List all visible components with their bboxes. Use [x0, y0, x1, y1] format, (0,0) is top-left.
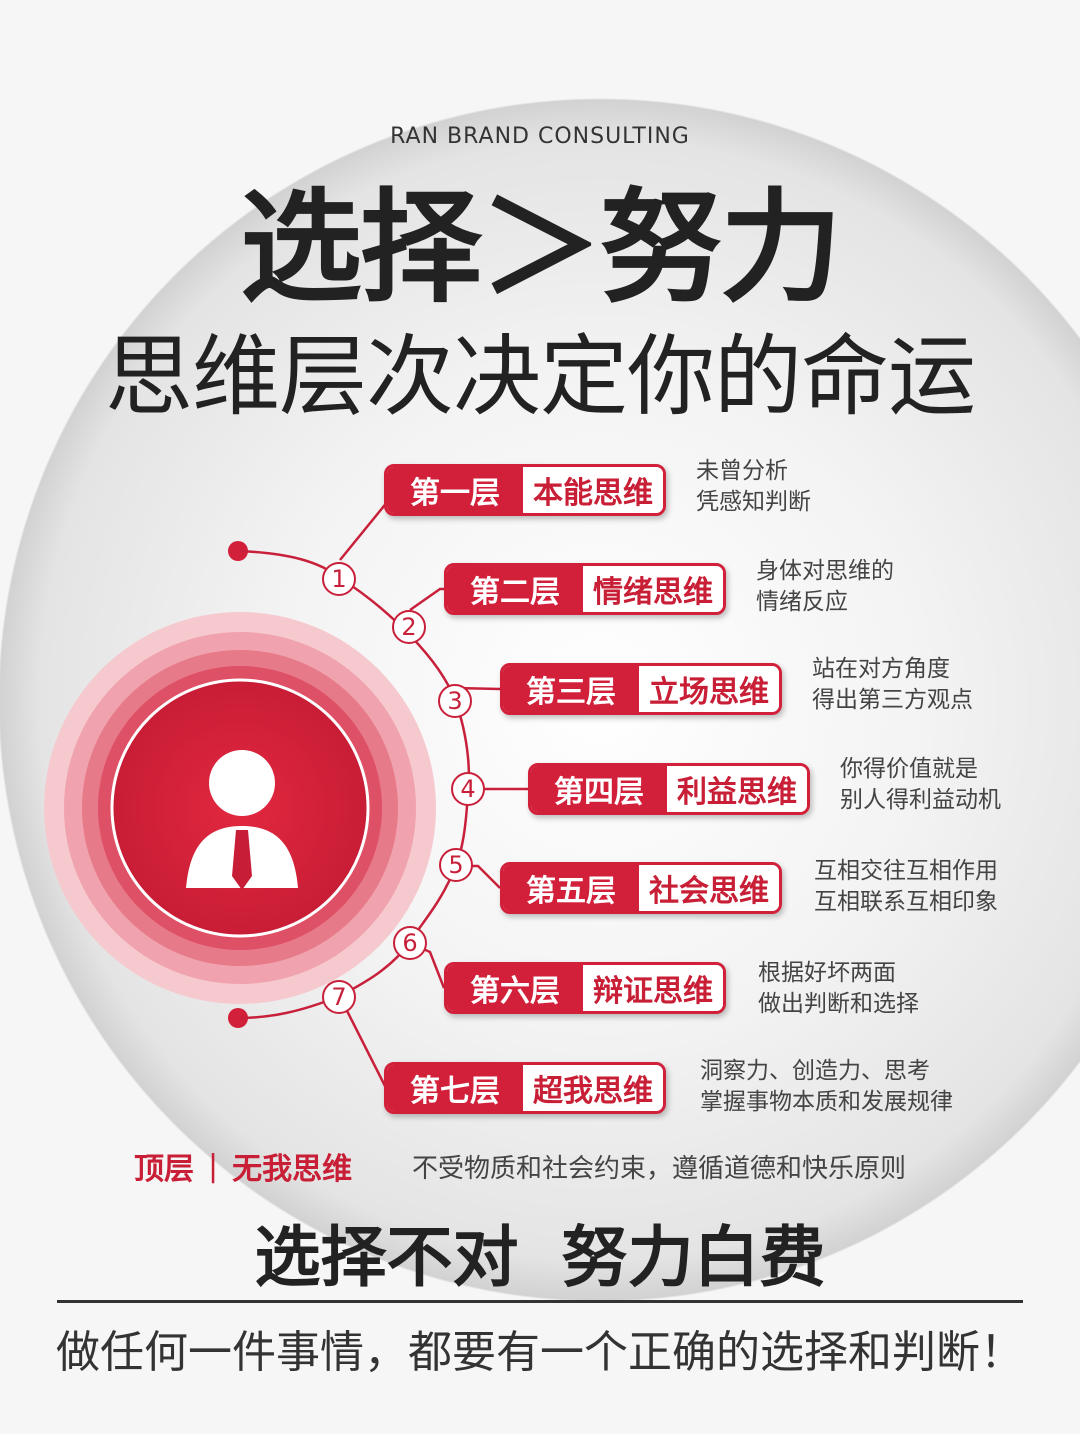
- level-label: 第六层: [447, 965, 583, 1011]
- top-level-row: 顶层 | 无我思维 不受物质和社会约束，遵循道德和快乐原则: [134, 1146, 906, 1188]
- person-tie-icon: [186, 750, 298, 890]
- level-label: 第二层: [447, 566, 583, 612]
- sub-title: 思维层次决定你的命运: [104, 325, 976, 428]
- level-label: 第四层: [531, 766, 667, 812]
- level-pill-2: 第二层 情绪思维: [444, 563, 726, 615]
- level-number-7: 7: [322, 980, 356, 1014]
- level-pill-4: 第四层 利益思维: [528, 763, 810, 815]
- main-title: 选择＞努力: [240, 177, 842, 319]
- level-name: 辩证思维: [583, 965, 723, 1011]
- level-desc-5: 互相交往互相作用 互相联系互相印象: [814, 858, 998, 915]
- top-level-label: 顶层: [134, 1152, 194, 1187]
- level-pill-3: 第三层 立场思维: [500, 663, 782, 715]
- level-number-6: 6: [393, 926, 427, 960]
- level-number-5: 5: [439, 848, 473, 882]
- level-number-2: 2: [392, 610, 426, 644]
- level-number-1: 1: [322, 562, 356, 596]
- bottom-text: 做任何一件事情，都要有一个正确的选择和判断！: [56, 1327, 1024, 1378]
- divider: [57, 1300, 1023, 1303]
- level-label: 第三层: [503, 666, 639, 712]
- brand-name: RAN BRAND CONSULTING: [390, 124, 690, 149]
- level-label: 第一层: [387, 467, 523, 513]
- level-pill-6: 第六层 辩证思维: [444, 962, 726, 1014]
- level-name: 超我思维: [523, 1065, 663, 1111]
- level-desc-3: 站在对方角度 得出第三方观点: [812, 656, 973, 713]
- level-desc-4: 你得价值就是 别人得利益动机: [840, 756, 1001, 813]
- level-name: 立场思维: [639, 666, 779, 712]
- level-name: 利益思维: [667, 766, 807, 812]
- level-label: 第七层: [387, 1065, 523, 1111]
- level-pill-5: 第五层 社会思维: [500, 862, 782, 914]
- level-name: 社会思维: [639, 865, 779, 911]
- level-desc-6: 根据好坏两面 做出判断和选择: [758, 960, 919, 1017]
- level-number-4: 4: [451, 772, 485, 806]
- level-desc-1: 未曾分析 凭感知判断: [696, 458, 811, 515]
- level-pill-7: 第七层 超我思维: [384, 1062, 666, 1114]
- top-level-name: 无我思维: [232, 1152, 353, 1187]
- level-desc-2: 身体对思维的 情绪反应: [756, 558, 894, 615]
- top-level-separator: |: [208, 1148, 219, 1184]
- level-pill-1: 第一层 本能思维: [384, 464, 666, 516]
- level-desc-7: 洞察力、创造力、思考 掌握事物本质和发展规律: [700, 1058, 953, 1115]
- level-label: 第五层: [503, 865, 639, 911]
- level-name: 本能思维: [523, 467, 663, 513]
- level-name: 情绪思维: [583, 566, 723, 612]
- level-number-3: 3: [438, 684, 472, 718]
- slogan: 选择不对 努力白费: [254, 1219, 826, 1296]
- top-level-desc: 不受物质和社会约束，遵循道德和快乐原则: [412, 1153, 907, 1184]
